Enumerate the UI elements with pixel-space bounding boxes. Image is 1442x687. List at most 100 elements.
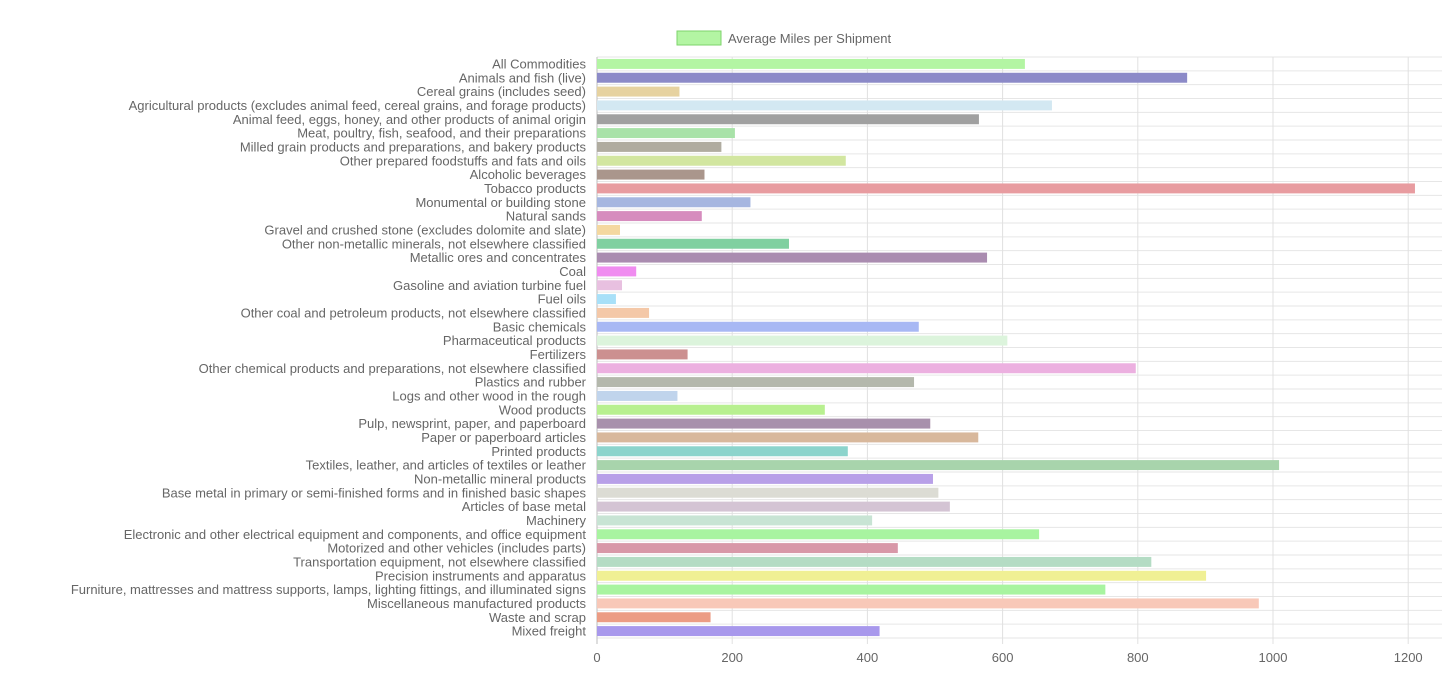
bar[interactable] [597, 349, 688, 360]
x-tick-label: 0 [593, 650, 600, 665]
bar[interactable] [597, 543, 898, 554]
x-tick-label: 1200 [1394, 650, 1423, 665]
category-label: Fertilizers [530, 347, 587, 362]
legend[interactable]: Average Miles per Shipment [676, 30, 891, 46]
bar[interactable] [597, 556, 1152, 567]
category-label: Animals and fish (live) [459, 70, 586, 85]
category-label: Motorized and other vehicles (includes p… [327, 541, 586, 556]
category-label: Furniture, mattresses and mattress suppo… [71, 582, 587, 597]
category-label: Base metal in primary or semi-finished f… [162, 485, 587, 500]
category-label: Other chemical products and preparations… [199, 361, 586, 376]
category-label: Basic chemicals [493, 319, 587, 334]
bar[interactable] [597, 570, 1207, 581]
bar[interactable] [597, 363, 1136, 374]
category-label: Animal feed, eggs, honey, and other prod… [233, 112, 586, 127]
category-label: Other non-metallic minerals, not elsewhe… [282, 236, 586, 251]
category-label: Non-metallic mineral products [414, 471, 586, 486]
bar[interactable] [597, 321, 919, 332]
category-label: All Commodities [492, 56, 586, 71]
category-label: Other coal and petroleum products, not e… [241, 305, 586, 320]
bar[interactable] [597, 72, 1188, 83]
category-label: Alcoholic beverages [470, 167, 587, 182]
category-label: Pharmaceutical products [443, 333, 587, 348]
bar[interactable] [597, 211, 702, 222]
category-label: Paper or paperboard articles [421, 430, 586, 445]
bar[interactable] [597, 487, 939, 498]
category-label: Other prepared foodstuffs and fats and o… [340, 153, 587, 168]
bar[interactable] [597, 390, 678, 401]
bar[interactable] [597, 197, 751, 208]
category-label: Milled grain products and preparations, … [240, 139, 587, 154]
x-tick-label: 800 [1127, 650, 1149, 665]
category-label: Printed products [491, 444, 586, 459]
bar[interactable] [597, 280, 623, 291]
x-tick-label: 600 [992, 650, 1014, 665]
category-label: Precision instruments and apparatus [375, 568, 587, 583]
bar[interactable] [597, 141, 722, 152]
bar[interactable] [597, 224, 620, 235]
bar[interactable] [597, 473, 933, 484]
bar[interactable] [597, 307, 650, 318]
x-tick-label: 400 [857, 650, 879, 665]
bar[interactable] [597, 238, 789, 249]
bar[interactable] [597, 266, 637, 277]
legend-swatch[interactable] [676, 30, 722, 46]
bar[interactable] [597, 100, 1052, 111]
bar[interactable] [597, 155, 846, 166]
bar[interactable] [597, 626, 880, 637]
category-label: Natural sands [506, 209, 587, 224]
category-label: Mixed freight [512, 624, 587, 639]
category-label: Transportation equipment, not elsewhere … [293, 554, 586, 569]
bar[interactable] [597, 294, 616, 305]
category-label: Monumental or building stone [415, 195, 586, 210]
bar[interactable] [597, 252, 988, 263]
bar[interactable] [597, 432, 979, 443]
bar[interactable] [597, 169, 705, 180]
category-label: Cereal grains (includes seed) [417, 84, 586, 99]
category-label: Gasoline and aviation turbine fuel [393, 278, 586, 293]
bar[interactable] [597, 418, 931, 429]
x-axis-ticks: 0 200 400 600 800 1000 1200 [593, 650, 1422, 665]
bar[interactable] [597, 584, 1106, 595]
bar[interactable] [597, 446, 848, 457]
bar[interactable] [597, 335, 1008, 346]
category-label: Pulp, newsprint, paper, and paperboard [358, 416, 586, 431]
bar[interactable] [597, 515, 873, 526]
bar[interactable] [597, 114, 979, 125]
bar[interactable] [597, 598, 1259, 609]
bar[interactable] [597, 460, 1280, 471]
bar[interactable] [597, 612, 711, 623]
bar[interactable] [597, 183, 1415, 194]
category-label: Miscellaneous manufactured products [367, 596, 586, 611]
bar[interactable] [597, 404, 825, 415]
category-label: Metallic ores and concentrates [410, 250, 587, 265]
x-tick-label: 200 [721, 650, 743, 665]
category-label: Fuel oils [538, 292, 587, 307]
category-label: Logs and other wood in the rough [392, 388, 586, 403]
bar[interactable] [597, 377, 915, 388]
legend-label[interactable]: Average Miles per Shipment [728, 31, 891, 46]
bar[interactable] [597, 86, 680, 97]
category-label: Articles of base metal [462, 499, 586, 514]
x-tick-label: 1000 [1259, 650, 1288, 665]
category-label: Machinery [526, 513, 586, 528]
bars [597, 58, 1415, 637]
bar[interactable] [597, 501, 950, 512]
bar[interactable] [597, 58, 1025, 69]
bar[interactable] [597, 128, 735, 139]
bar[interactable] [597, 529, 1040, 540]
category-label: Agricultural products (excludes animal f… [129, 98, 586, 113]
category-label: Electronic and other electrical equipmen… [124, 527, 587, 542]
category-label: Meat, poultry, fish, seafood, and their … [297, 126, 586, 141]
category-label: Gravel and crushed stone (excludes dolom… [264, 222, 586, 237]
category-label: Tobacco products [484, 181, 586, 196]
category-label: Coal [559, 264, 586, 279]
category-label: Textiles, leather, and articles of texti… [306, 458, 587, 473]
grid [596, 56, 1442, 644]
category-label: Plastics and rubber [475, 375, 587, 390]
category-label: Wood products [499, 402, 587, 417]
category-label: Waste and scrap [489, 610, 586, 625]
